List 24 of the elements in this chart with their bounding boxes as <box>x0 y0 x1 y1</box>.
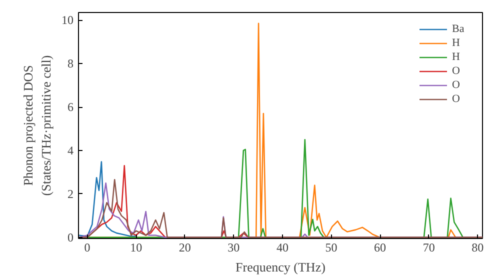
x-tick-label: 60 <box>374 240 386 254</box>
legend-label: O <box>452 78 461 92</box>
x-tick-label: 0 <box>84 240 90 254</box>
legend-label: H <box>452 50 461 64</box>
legend-label: Ba <box>452 22 466 36</box>
line-series <box>78 161 137 237</box>
y-tick-label: 8 <box>68 56 74 71</box>
legend-label: O <box>452 64 461 78</box>
x-axis-title: Frequency (THz) <box>236 260 326 274</box>
x-tick-label: 20 <box>178 240 191 254</box>
x-tick-label: 10 <box>130 240 142 254</box>
y-tick-label: 6 <box>68 100 74 114</box>
y-tick-label: 2 <box>68 186 74 201</box>
x-tick-label: 30 <box>228 240 240 254</box>
legend-label: H <box>452 36 461 50</box>
x-tick-label: 70 <box>422 240 435 254</box>
y-tick-label: 10 <box>62 13 74 28</box>
y-axis-title: Phonon projected DOS (States/THz·primitive cell) <box>20 55 54 196</box>
x-tick-label: 40 <box>276 240 288 254</box>
x-tick-label: 80 <box>472 240 484 254</box>
y-tick-label: 4 <box>68 143 74 158</box>
legend-label: O <box>452 92 461 106</box>
x-tick-label: 50 <box>325 240 338 254</box>
y-tick-label: 0 <box>68 230 74 244</box>
